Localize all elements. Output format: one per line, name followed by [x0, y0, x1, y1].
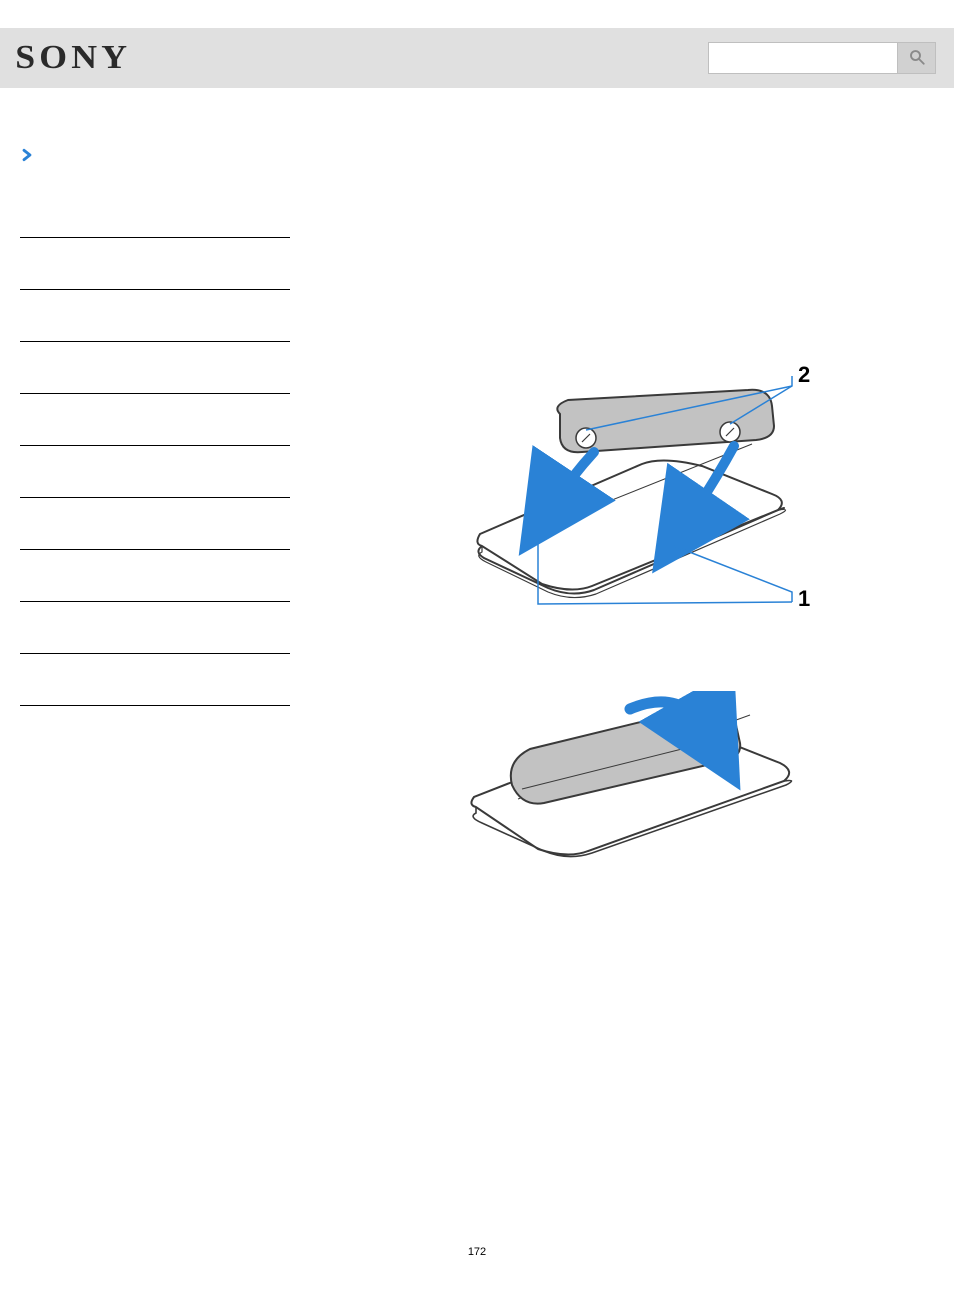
sidebar-item[interactable]	[20, 550, 290, 602]
callout-label-1: 1	[798, 586, 810, 611]
sidebar-item[interactable]	[20, 498, 290, 550]
main-area: 2 1	[330, 186, 934, 876]
search-button[interactable]	[898, 42, 936, 74]
sidebar-item[interactable]	[20, 342, 290, 394]
page-header: SONY	[0, 28, 954, 88]
page-number: 172	[20, 1246, 934, 1258]
brand-logo: SONY	[15, 39, 131, 77]
diagram-fold-stand	[452, 691, 812, 876]
breadcrumb	[20, 148, 934, 162]
sidebar-item[interactable]	[20, 186, 290, 238]
search-icon	[908, 48, 926, 69]
two-column-layout: 2 1	[20, 186, 934, 876]
sidebar-item[interactable]	[20, 394, 290, 446]
diagram-attach-stand: 2 1	[452, 366, 812, 631]
sidebar-list	[20, 186, 290, 706]
page-content: 2 1	[0, 88, 954, 1298]
search-box	[708, 42, 936, 74]
sidebar-item[interactable]	[20, 446, 290, 498]
callout-label-2: 2	[798, 366, 810, 387]
sidebar-item[interactable]	[20, 654, 290, 706]
sidebar-item[interactable]	[20, 602, 290, 654]
sidebar-item[interactable]	[20, 238, 290, 290]
chevron-right-icon	[20, 148, 34, 162]
search-input[interactable]	[708, 42, 898, 74]
sidebar	[20, 186, 290, 876]
sidebar-item[interactable]	[20, 290, 290, 342]
